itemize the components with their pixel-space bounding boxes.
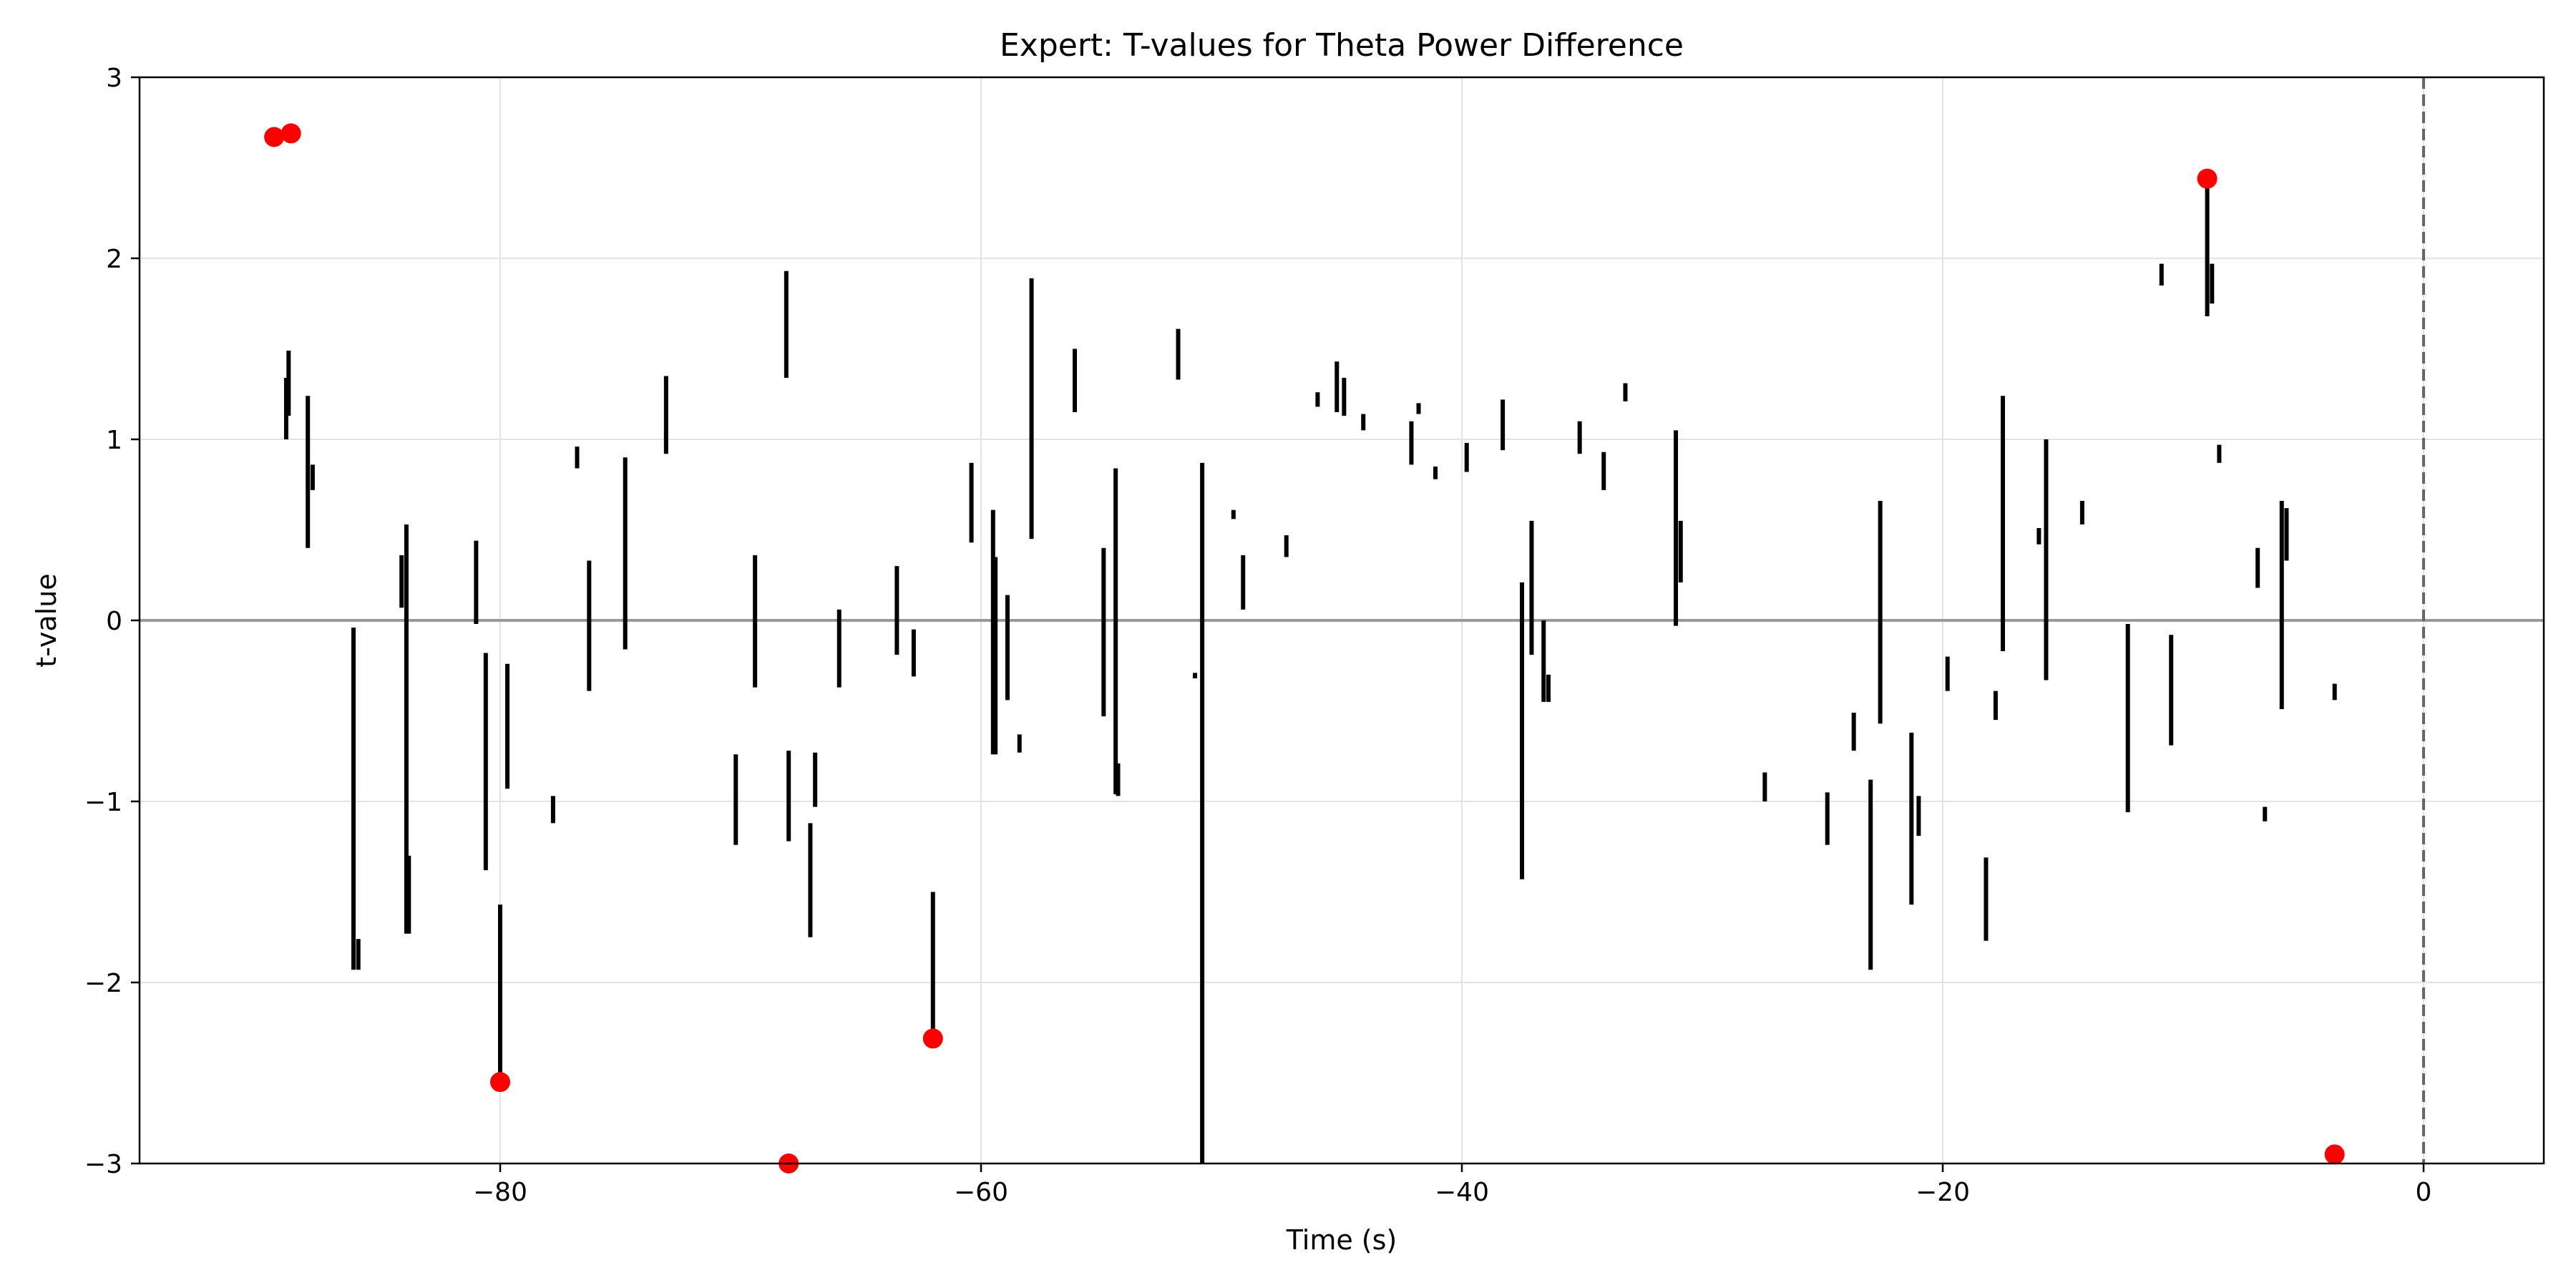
y-tick-label: 1 [106, 426, 122, 455]
x-tick-label: −80 [473, 1178, 527, 1207]
x-tick-label: −60 [954, 1178, 1008, 1207]
reference-lines [140, 77, 2544, 1163]
x-tick-label: 0 [2416, 1178, 2432, 1207]
x-axis-ticks: −80 −60 −40 −20 0 [473, 1163, 2431, 1207]
significant-point [2324, 1144, 2345, 1165]
y-tick-label: 0 [106, 607, 122, 636]
y-tick-label: 3 [106, 64, 122, 93]
x-axis-label: Time (s) [1286, 1224, 1397, 1256]
y-tick-label: −3 [84, 1150, 122, 1179]
y-tick-label: −2 [84, 969, 122, 998]
y-tick-label: 2 [106, 245, 122, 274]
y-axis-ticks: −3 −2 −1 0 1 2 3 [84, 64, 140, 1179]
significant-point [922, 1028, 943, 1049]
significant-point [280, 123, 301, 144]
significant-point [264, 127, 285, 147]
significant-point [490, 1072, 510, 1093]
x-tick-label: −40 [1435, 1178, 1489, 1207]
significant-point [2197, 168, 2218, 189]
y-axis-label: t-value [31, 573, 62, 667]
x-tick-label: −20 [1916, 1178, 1970, 1207]
chart-title: Expert: T-values for Theta Power Differe… [1000, 27, 1684, 64]
data-series [283, 178, 2337, 1163]
y-tick-label: −1 [84, 788, 122, 817]
